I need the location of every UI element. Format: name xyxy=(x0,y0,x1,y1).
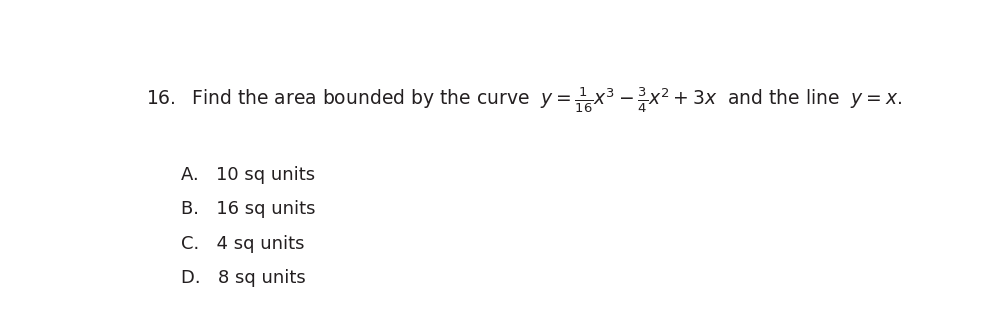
Text: $\mathsf{16.}$  Find the area bounded by the curve  $y = \frac{1}{16}x^3 - \frac: $\mathsf{16.}$ Find the area bounded by … xyxy=(146,85,901,114)
Text: A.   10 sq units: A. 10 sq units xyxy=(180,166,315,184)
Text: C.   4 sq units: C. 4 sq units xyxy=(180,235,304,253)
Text: D.   8 sq units: D. 8 sq units xyxy=(180,269,306,287)
Text: B.   16 sq units: B. 16 sq units xyxy=(180,200,315,218)
